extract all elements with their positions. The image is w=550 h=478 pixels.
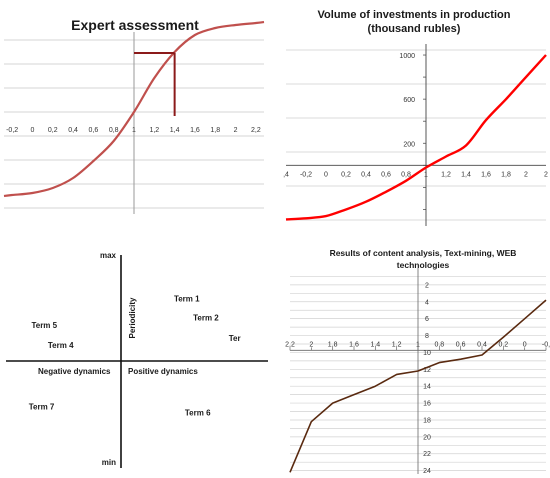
x-tick-label: 2,2 [251,127,261,134]
x-tick-label: 1,8 [210,127,220,134]
x-tick-label: 2 [524,171,528,178]
y-tick-label: 24 [423,468,431,475]
x-tick-label: 0,8 [109,127,119,134]
term-label: Term 2 [193,313,219,322]
chart-title: Volume of investments in production [318,9,511,21]
y-axis-bottom-label: min [102,458,116,467]
y-tick-label: 20 [423,434,431,441]
investment-volume-chart: Volume of investments in production (thou… [283,9,548,226]
x-tick-label: 1,6 [349,341,359,348]
chart-title: Results of content analysis, Text-mining… [330,248,517,258]
x-tick-label: -0,2 [6,127,18,134]
series-line [285,54,547,221]
x-tick-label: 2 [544,171,548,178]
x-tick-label: 0,2 [48,127,58,134]
x-tick-label: 1,8 [501,171,511,178]
x-tick-label: 2,2 [285,341,295,348]
x-tick-label: 1 [416,341,420,348]
chart-subtitle: (thousand rubles) [368,23,461,35]
x-tick-label: 0,8 [434,341,444,348]
x-tick-label: 0,4 [361,171,371,178]
x-tick-label: 1,6 [481,171,491,178]
x-tick-label: 0,2 [498,341,508,348]
x-tick-label: 0,4 [68,127,78,134]
x-axis-right-label: Positive dynamics [128,367,198,376]
x-tick-label: 1,4 [461,171,471,178]
x-tick-label: 0,6 [381,171,391,178]
y-tick-label: 8 [425,333,429,340]
chart-title-line-2: technologies [397,260,450,270]
x-tick-label: 0,6 [89,127,99,134]
content-analysis-chart: Results of content analysis, Text-mining… [285,248,550,475]
x-tick-label: 1,2 [149,127,159,134]
y-axis-top-label: max [100,251,117,260]
y-tick-label: 22 [423,451,431,458]
x-tick-label: 1 [132,127,136,134]
y-tick-label: 16 [423,401,431,408]
x-tick-label: 1,4 [370,341,380,348]
x-tick-label: 1,6 [190,127,200,134]
y-tick-label: 6 [425,316,429,323]
x-tick-label: 0 [324,171,328,178]
series-line [289,299,547,473]
x-tick-label: 1,4 [170,127,180,134]
y-tick-label: 4 [425,299,429,306]
x-tick-label: 0,6 [456,341,466,348]
x-tick-label: 0 [30,127,34,134]
term-label: Ter [229,334,241,343]
series-line [3,20,265,198]
x-tick-label: 0 [523,341,527,348]
y-tick-label: 2 [425,282,429,289]
x-tick-label: 2 [234,127,238,134]
chart-title: Expert assessment [71,17,199,33]
x-tick-label: 1,8 [328,341,338,348]
x-tick-label: ,4 [283,171,289,178]
y-tick-label: 600 [403,97,415,104]
x-tick-label: 0,4 [477,341,487,348]
term-label: Term 5 [31,321,57,330]
term-label: Term 7 [29,403,55,412]
expert-assessment-chart: Expert assessment -0,2 0 0,2 0,4 0,6 0,8 1 1,2 1,… [3,17,265,214]
x-tick-label: 0,2 [341,171,351,178]
x-tick-label: 1,2 [392,341,402,348]
x-tick-label: -0, [542,341,550,348]
term-label: Term 4 [48,341,74,350]
x-tick-label: 1 [424,171,428,178]
y-tick-label: 14 [423,384,431,391]
x-tick-label: 0,8 [401,171,411,178]
x-tick-label: -0,2 [300,171,312,178]
term-label: Term 6 [185,408,211,417]
x-tick-label: 2 [309,341,313,348]
term-positioning-diagram: max min Periodicity Negative dynamics Positi… [6,251,268,468]
y-tick-label: 10 [423,350,431,357]
y-tick-label: 1000 [399,53,415,60]
x-tick-label: 1,2 [441,171,451,178]
y-tick-label: 12 [423,367,431,374]
term-label: Term 1 [174,294,200,303]
y-tick-label: 200 [403,141,415,148]
y-tick-label: 18 [423,417,431,424]
x-axis-left-label: Negative dynamics [38,367,111,376]
y-axis-label: Periodicity [128,297,137,338]
